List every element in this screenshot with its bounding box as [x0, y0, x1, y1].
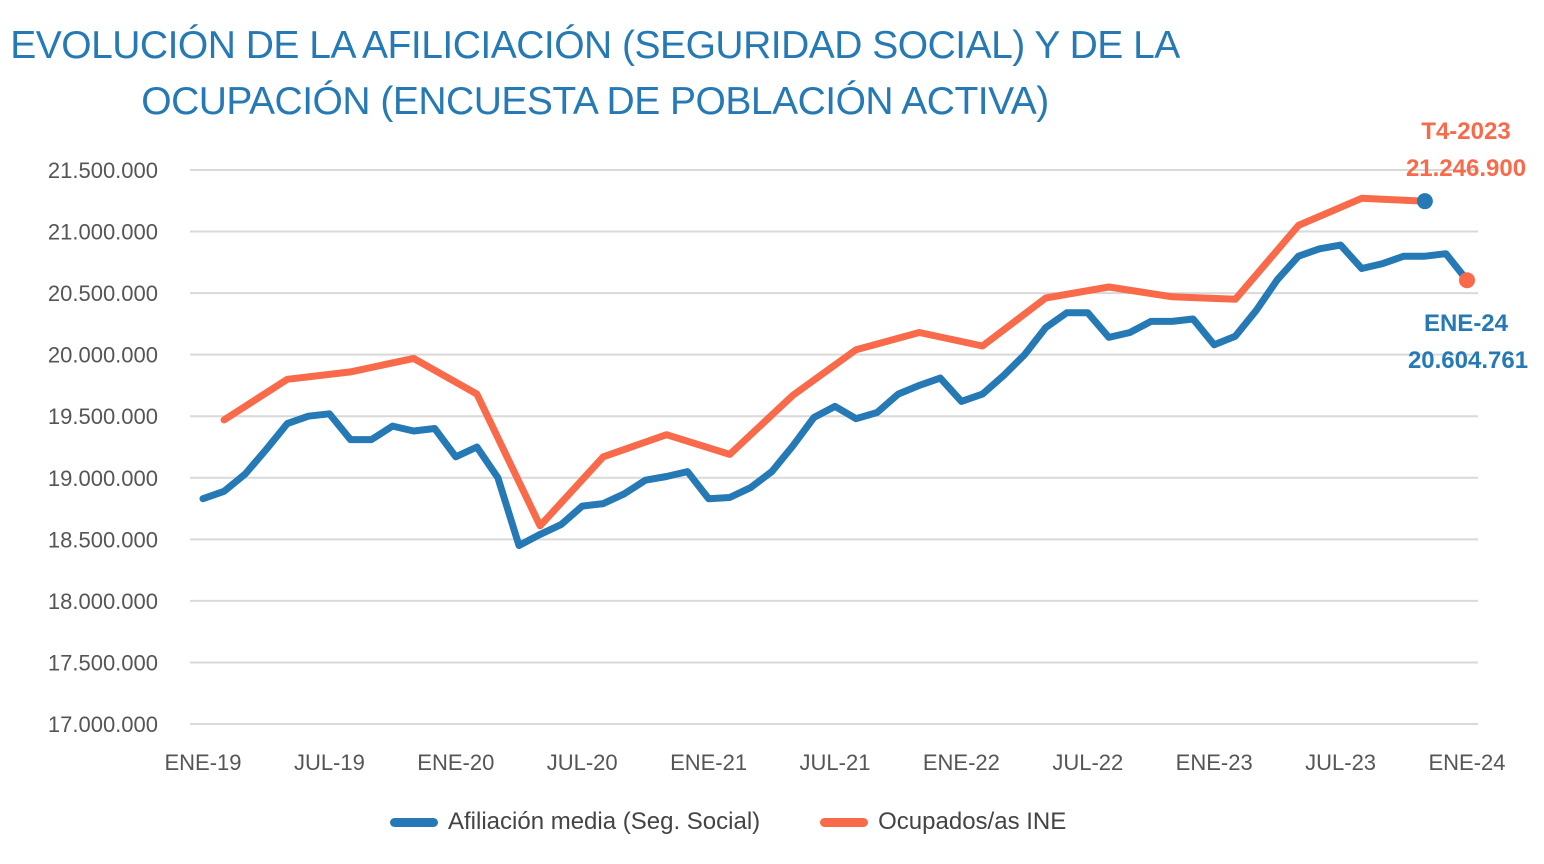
y-axis-ticks: 17.000.000 17.500.000 18.000.000 18.500.000… [48, 158, 158, 737]
end-markers [1416, 193, 1475, 289]
gridlines [190, 169, 1478, 725]
legend-swatch-occupied [820, 817, 869, 827]
x-tick-label: JUL-20 [547, 750, 618, 775]
x-tick-label: ENE-23 [1176, 750, 1253, 775]
annotations: T4-2023 21.246.900 ENE-24 20.604.761 [1406, 118, 1528, 374]
x-tick-label: ENE-24 [1428, 750, 1505, 775]
y-tick-label: 17.500.000 [48, 650, 158, 675]
y-tick-label: 19.000.000 [48, 466, 158, 491]
annotation-ene-24-label: ENE-24 [1424, 310, 1509, 337]
annotation-t4-2023-label: T4-2023 [1421, 118, 1510, 145]
annotation-t4-2023-value: 21.246.900 [1406, 155, 1526, 182]
end-marker-occupied [1416, 193, 1433, 210]
y-tick-label: 20.000.000 [48, 343, 158, 368]
series-line-affiliation [199, 241, 1471, 549]
chart-title-line-1: EVOLUCIÓN DE LA AFILICIACIÓN (SEGURIDAD … [10, 24, 1180, 67]
chart-title: EVOLUCIÓN DE LA AFILICIACIÓN (SEGURIDAD … [0, 18, 1190, 130]
y-tick-label: 18.000.000 [48, 589, 158, 614]
legend-label-occupied: Ocupados/as INE [878, 808, 1067, 835]
y-tick-label: 18.500.000 [48, 527, 158, 552]
legend-swatch-affiliation [390, 817, 438, 827]
x-tick-label: ENE-20 [417, 750, 494, 775]
y-tick-label: 17.000.000 [48, 712, 158, 737]
x-tick-label: JUL-22 [1052, 750, 1123, 775]
chart-title-line-2: OCUPACIÓN (ENCUESTA DE POBLACIÓN ACTIVA) [141, 80, 1049, 123]
annotation-ene-24-value: 20.604.761 [1408, 347, 1528, 374]
x-tick-label: ENE-19 [164, 750, 241, 775]
x-tick-label: JUL-19 [294, 750, 365, 775]
x-tick-label: JUL-21 [800, 750, 871, 775]
x-axis-ticks: ENE-19 JUL-19 ENE-20 JUL-20 ENE-21 JUL-21 ENE-… [164, 750, 1505, 775]
end-marker-affiliation [1459, 272, 1475, 289]
y-tick-label: 19.500.000 [48, 404, 158, 429]
legend-label-affiliation: Afiliación media (Seg. Social) [448, 808, 761, 835]
series-lines [199, 194, 1471, 549]
x-tick-label: JUL-23 [1305, 750, 1376, 775]
y-tick-label: 21.500.000 [48, 158, 158, 183]
series-line-occupied [220, 194, 1429, 530]
y-tick-label: 21.000.000 [48, 220, 158, 245]
legend-item-occupied[interactable]: Ocupados/as INE [820, 808, 1066, 836]
x-tick-label: ENE-21 [670, 750, 747, 775]
x-tick-label: ENE-22 [923, 750, 1000, 775]
y-tick-label: 20.500.000 [48, 281, 158, 306]
legend-item-affiliation[interactable]: Afiliación media (Seg. Social) [390, 808, 760, 836]
legend: Afiliación media (Seg. Social) Ocupados/… [390, 808, 1126, 836]
